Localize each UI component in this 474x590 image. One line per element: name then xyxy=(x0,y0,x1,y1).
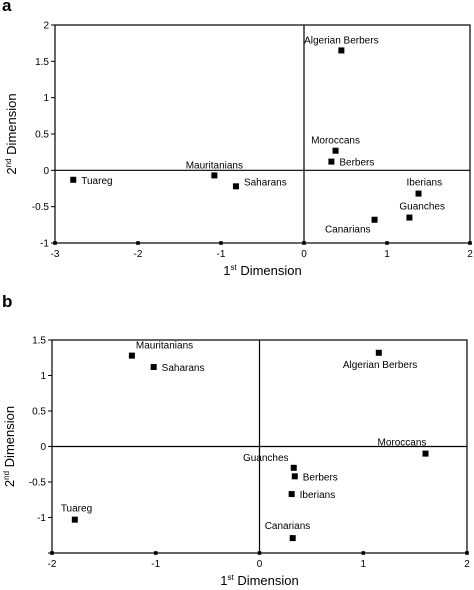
y-tick-label: -1 xyxy=(40,239,49,250)
data-point-saharans xyxy=(150,363,157,370)
x-tick-mark xyxy=(302,241,306,245)
y-tick-label: -1 xyxy=(37,513,46,524)
x-tick-label: -3 xyxy=(51,249,60,260)
y-axis-title: 2nd Dimension xyxy=(2,406,17,487)
panel-letter: a xyxy=(2,0,12,15)
x-axis-title: 1st Dimension xyxy=(220,573,299,588)
data-label-mauritanians: Mauritanians xyxy=(136,341,193,352)
data-label-tuareg: Tuareg xyxy=(61,504,92,515)
data-point-algerian-berbers xyxy=(338,47,345,54)
x-tick-label: -2 xyxy=(134,249,143,260)
x-tick-mark xyxy=(219,241,223,245)
data-label-moroccans: Moroccans xyxy=(311,136,360,147)
x-tick-mark xyxy=(361,551,366,555)
data-label-tuareg: Tuareg xyxy=(81,176,112,187)
data-label-berbers: Berbers xyxy=(303,472,338,483)
y-tick-label: 1.5 xyxy=(35,57,49,68)
x-axis-title-sup: st xyxy=(230,263,237,272)
data-point-saharans xyxy=(232,183,239,190)
x-tick-label: 0 xyxy=(301,249,307,260)
y-tick-label: 1.5 xyxy=(32,336,46,347)
x-tick-label: 1 xyxy=(384,249,390,260)
data-label-iberians: Iberians xyxy=(407,178,443,189)
data-point-iberians xyxy=(415,190,422,197)
data-label-mauritanians: Mauritanians xyxy=(186,160,243,171)
x-axis-title: 1st Dimension xyxy=(223,263,302,278)
x-axis-title-base: 1 xyxy=(223,263,230,278)
y-axis-title-rest: Dimension xyxy=(2,406,17,471)
y-tick-label: -0.5 xyxy=(32,202,50,213)
data-point-mauritanians xyxy=(211,172,218,179)
data-point-guanches xyxy=(290,464,297,471)
data-label-guanches: Guanches xyxy=(243,453,289,464)
data-point-moroccans xyxy=(332,147,339,154)
y-axis-title-sup: nd xyxy=(4,158,13,167)
data-label-moroccans: Moroccans xyxy=(378,438,427,449)
y-tick-label: 1 xyxy=(43,93,49,104)
x-axis-title-sup: st xyxy=(227,573,234,582)
data-point-berbers xyxy=(328,158,335,165)
x-tick-label: 0 xyxy=(257,559,263,570)
data-label-algerian-berbers: Algerian Berbers xyxy=(304,35,378,46)
y-tick-label: 0 xyxy=(40,442,46,453)
x-tick-mark xyxy=(468,241,472,245)
y-tick-label: 0 xyxy=(43,166,49,177)
data-point-canarians xyxy=(371,216,378,223)
data-point-berbers xyxy=(291,473,298,480)
y-axis-title-base: 2 xyxy=(4,167,19,174)
data-label-algerian-berbers: Algerian Berbers xyxy=(343,360,417,371)
y-axis-title-rest: Dimension xyxy=(4,93,19,158)
y-tick-label: 1 xyxy=(40,371,46,382)
panel-letter: b xyxy=(2,292,12,311)
y-axis-title-sup: nd xyxy=(2,471,11,480)
x-tick-label: 2 xyxy=(467,249,473,260)
data-point-moroccans xyxy=(422,450,429,457)
x-tick-label: -2 xyxy=(48,559,57,570)
x-tick-mark xyxy=(257,551,262,555)
data-point-algerian-berbers xyxy=(375,349,382,356)
data-point-tuareg xyxy=(70,176,77,183)
data-point-tuareg xyxy=(71,516,78,523)
x-tick-mark xyxy=(385,241,389,245)
data-label-guanches: Guanches xyxy=(399,202,445,213)
x-tick-label: 2 xyxy=(464,559,470,570)
x-tick-mark xyxy=(465,551,469,555)
x-tick-label: -1 xyxy=(217,249,226,260)
y-tick-label: 0.5 xyxy=(32,407,46,418)
data-point-canarians xyxy=(289,535,296,542)
x-tick-label: -1 xyxy=(151,559,160,570)
y-tick-label: 2 xyxy=(43,21,49,32)
data-point-guanches xyxy=(406,214,413,221)
data-label-saharans: Saharans xyxy=(244,177,287,188)
x-tick-mark xyxy=(153,551,158,555)
y-tick-label: -0.5 xyxy=(29,478,47,489)
y-axis-title-base: 2 xyxy=(2,480,17,487)
x-tick-label: 1 xyxy=(360,559,366,570)
data-label-canarians: Canarians xyxy=(265,521,311,532)
data-label-berbers: Berbers xyxy=(339,158,374,169)
data-point-mauritanians xyxy=(128,352,135,359)
data-label-saharans: Saharans xyxy=(162,363,205,374)
x-axis-title-rest: Dimension xyxy=(237,263,302,278)
data-point-iberians xyxy=(288,491,295,498)
data-label-canarians: Canarians xyxy=(325,225,371,236)
x-axis-title-rest: Dimension xyxy=(234,573,299,588)
y-axis-title: 2nd Dimension xyxy=(4,93,19,174)
data-label-iberians: Iberians xyxy=(300,490,336,501)
x-tick-mark xyxy=(136,241,140,245)
y-tick-label: 0.5 xyxy=(35,130,49,141)
x-axis-title-base: 1 xyxy=(220,573,227,588)
